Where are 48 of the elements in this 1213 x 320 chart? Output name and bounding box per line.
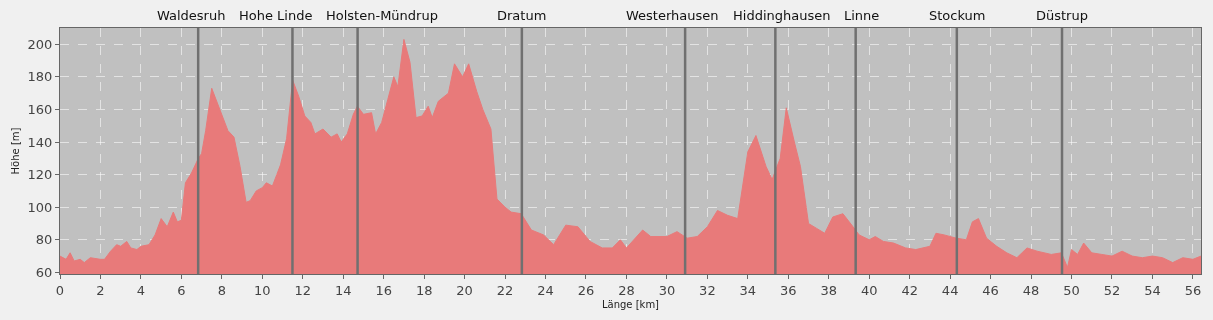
x-tick-label: 46 bbox=[982, 282, 999, 298]
x-tick-label: 50 bbox=[1063, 282, 1080, 298]
x-tick-label: 8 bbox=[217, 282, 226, 298]
ref-line-label: Dratum bbox=[497, 8, 547, 23]
x-tick-label: 0 bbox=[55, 282, 65, 298]
ref-line-label: Westerhausen bbox=[626, 8, 719, 23]
ref-line-label: Düstrup bbox=[1036, 8, 1088, 23]
x-tick-label: 54 bbox=[1144, 282, 1161, 298]
ref-line-label: Holsten-Mündrup bbox=[326, 8, 438, 23]
y-tick-label: 60 bbox=[35, 264, 53, 280]
ref-line-label: Linne bbox=[844, 8, 880, 23]
y-tick-label: 200 bbox=[27, 36, 53, 52]
x-axis-title: Länge [km] bbox=[601, 299, 660, 311]
x-tick-label: 56 bbox=[1184, 282, 1202, 298]
x-tick-label: 32 bbox=[699, 282, 716, 298]
x-tick-label: 44 bbox=[941, 282, 959, 298]
ref-line-label: Hiddinghausen bbox=[733, 8, 831, 23]
y-tick-label: 120 bbox=[27, 167, 53, 183]
x-tick-label: 52 bbox=[1103, 282, 1121, 298]
x-tick-label: 14 bbox=[334, 282, 352, 298]
x-tick-label: 48 bbox=[1022, 282, 1040, 298]
x-tick-label: 40 bbox=[860, 282, 878, 298]
x-tick-label: 22 bbox=[496, 282, 514, 298]
ref-line-label: Waldesruh bbox=[157, 8, 226, 23]
x-tick-label: 26 bbox=[577, 282, 595, 298]
y-tick-label: 160 bbox=[27, 102, 53, 118]
x-tick-label: 12 bbox=[294, 282, 312, 298]
y-tick-label: 100 bbox=[27, 199, 53, 215]
y-axis-title: Höhe [m] bbox=[9, 127, 21, 175]
x-tick-label: 30 bbox=[658, 282, 676, 298]
y-tick-label: 140 bbox=[27, 134, 53, 150]
x-tick-label: 10 bbox=[254, 282, 271, 298]
x-tick-label: 24 bbox=[537, 282, 554, 298]
x-tick-label: 20 bbox=[456, 282, 473, 298]
x-tick-label: 16 bbox=[375, 282, 392, 298]
x-tick-label: 34 bbox=[739, 282, 757, 298]
ref-line-label: Hohe Linde bbox=[239, 8, 313, 23]
y-tick-label: 180 bbox=[27, 69, 53, 85]
x-tick-label: 4 bbox=[136, 282, 146, 298]
x-tick-label: 6 bbox=[177, 282, 186, 298]
y-tick-label: 80 bbox=[35, 232, 53, 248]
ref-line-label: Stockum bbox=[929, 8, 986, 23]
x-tick-label: 28 bbox=[618, 282, 635, 298]
x-tick-label: 2 bbox=[96, 282, 105, 298]
x-tick-label: 42 bbox=[901, 282, 918, 298]
x-tick-label: 36 bbox=[780, 282, 797, 298]
x-tick-label: 38 bbox=[820, 282, 838, 298]
x-tick-label: 18 bbox=[415, 282, 433, 298]
